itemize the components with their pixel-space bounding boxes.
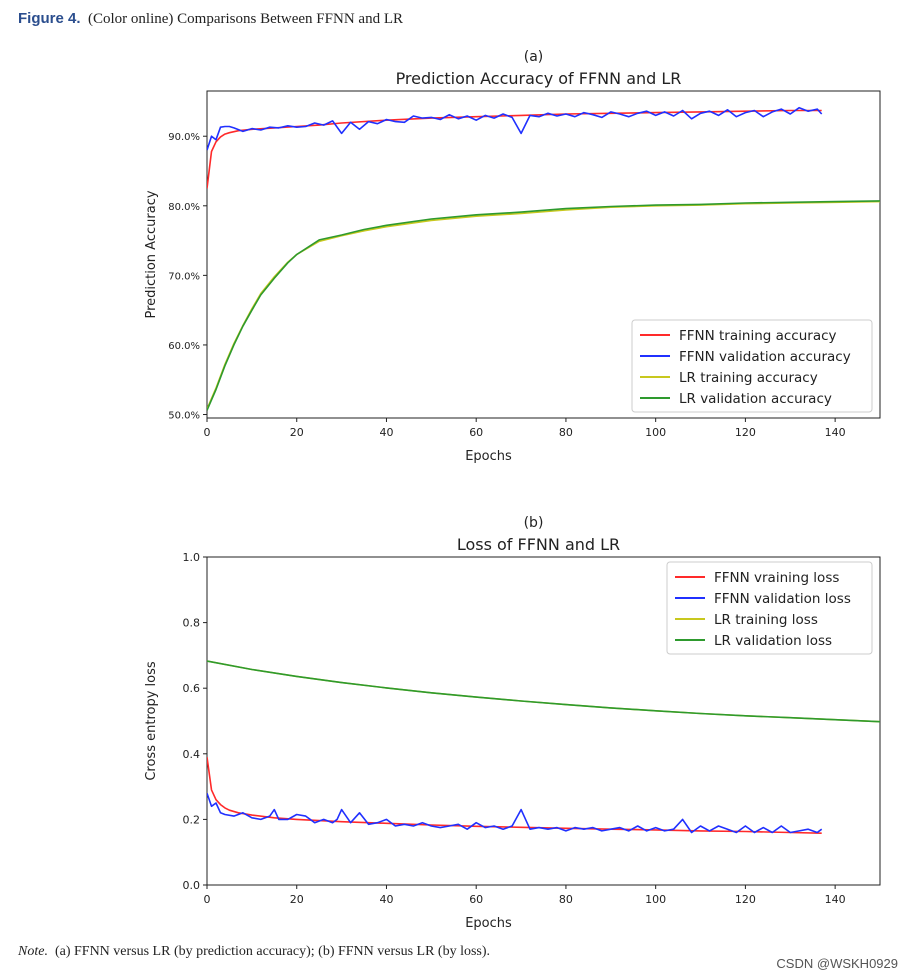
legend-box <box>631 319 873 413</box>
chart-title: Prediction Accuracy of FFNN and LR <box>396 69 682 88</box>
x-tick-label: 80 <box>559 426 573 439</box>
legend-label: LR validation loss <box>714 633 832 649</box>
legend-label: FFNN validation loss <box>714 591 851 607</box>
x-tick-label: 60 <box>469 893 483 906</box>
x-tick-label: 100 <box>645 426 666 439</box>
series-line-4 <box>207 200 880 411</box>
x-axis-label: Epochs <box>465 916 512 931</box>
x-axis-label: Epochs <box>465 449 512 464</box>
panel-label: (b) <box>524 515 544 531</box>
x-tick-label: 120 <box>735 893 756 906</box>
y-tick-label: 0.6 <box>183 682 201 695</box>
series-line-2 <box>207 106 823 151</box>
figure-caption: Figure 4. (Color online) Comparisons Bet… <box>18 10 403 28</box>
y-tick-label: 60.0% <box>168 341 200 352</box>
y-tick-label: 50.0% <box>168 411 200 422</box>
series-line-2 <box>207 792 823 834</box>
legend-label: FFNN training accuracy <box>679 328 837 344</box>
legend-box <box>666 561 873 655</box>
figure-label: Figure 4. <box>18 10 81 27</box>
y-tick-label: 0.8 <box>183 617 201 630</box>
y-tick-label: 90.0% <box>168 132 200 143</box>
chart-title: Loss of FFNN and LR <box>457 535 620 554</box>
panel-label: (a) <box>524 49 544 65</box>
legend-label: FFNN vraining loss <box>714 570 839 586</box>
legend-label: LR validation accuracy <box>679 391 832 407</box>
x-tick-label: 100 <box>645 893 666 906</box>
x-tick-label: 0 <box>204 426 211 439</box>
series-line-3 <box>207 660 880 723</box>
figure-caption-text: (Color online) Comparisons Between FFNN … <box>88 11 403 27</box>
y-tick-label: 0.0 <box>183 879 201 892</box>
series-line-1 <box>207 109 822 189</box>
watermark: CSDN @WSKH0929 <box>776 956 898 971</box>
series-line-4 <box>207 660 880 723</box>
series-line-1 <box>207 756 822 834</box>
y-tick-label: 80.0% <box>168 202 200 213</box>
legend-label: LR training loss <box>714 612 818 628</box>
y-tick-label: 70.0% <box>168 271 200 282</box>
x-tick-label: 0 <box>204 893 211 906</box>
note-label: Note. <box>18 944 48 959</box>
x-tick-label: 140 <box>825 426 846 439</box>
legend-label: LR training accuracy <box>679 370 818 386</box>
x-tick-label: 140 <box>825 893 846 906</box>
y-axis-label: Prediction Accuracy <box>144 190 159 318</box>
x-tick-label: 80 <box>559 893 573 906</box>
x-tick-label: 120 <box>735 426 756 439</box>
x-tick-label: 40 <box>379 426 393 439</box>
legend-label: FFNN validation accuracy <box>679 349 851 365</box>
y-tick-label: 0.2 <box>183 813 201 826</box>
x-tick-label: 20 <box>290 893 304 906</box>
plot-frame <box>206 90 881 419</box>
note-text: (a) FFNN versus LR (by prediction accura… <box>54 944 491 959</box>
x-tick-label: 20 <box>290 426 304 439</box>
x-tick-label: 40 <box>379 893 393 906</box>
figure-charts: (a) Prediction Accuracy of FFNN and LR 0 20… <box>144 49 881 931</box>
y-tick-label: 0.4 <box>183 748 201 761</box>
y-tick-label: 1.0 <box>183 551 201 564</box>
figure-note: Note. (a) FFNN versus LR (by prediction … <box>18 944 490 960</box>
y-axis-label: Cross entropy loss <box>144 661 159 781</box>
x-tick-label: 60 <box>469 426 483 439</box>
